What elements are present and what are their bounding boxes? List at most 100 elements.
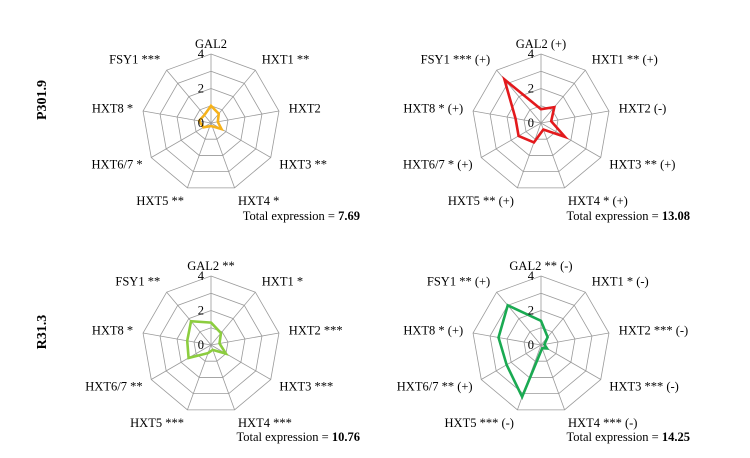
grid-ring xyxy=(159,70,263,173)
spoke xyxy=(481,122,542,158)
series-line xyxy=(197,103,224,132)
total-expression-prefix: Total expression = xyxy=(566,209,661,223)
axis-label: HXT5 ** xyxy=(136,194,184,208)
axis-label: GAL2 ** xyxy=(187,259,235,273)
spoke xyxy=(210,344,235,410)
total-expression-value: 7.69 xyxy=(338,209,360,223)
axis-label: HXT5 ** (+) xyxy=(448,194,514,208)
axis-label: HXT3 ** (+) xyxy=(609,158,675,172)
axis-label: HXT1 * xyxy=(262,274,303,288)
grid-ring xyxy=(193,327,229,362)
axis-label: HXT5 *** (-) xyxy=(445,416,514,430)
series-line xyxy=(502,75,570,145)
axis-label: GAL2 xyxy=(195,37,227,51)
grid-ring xyxy=(159,292,263,395)
spoke xyxy=(210,122,235,188)
axis-label: HXT1 ** (+) xyxy=(592,52,658,66)
tick-label: 0 xyxy=(198,338,204,352)
axis-label: HXT1 ** xyxy=(262,52,310,66)
grid-ring xyxy=(506,310,576,378)
tick-label: 0 xyxy=(528,338,534,352)
axis-label: GAL2 (+) xyxy=(516,37,566,51)
spoke xyxy=(540,344,565,410)
axis-label: HXT2 (-) xyxy=(619,102,667,116)
spoke xyxy=(540,122,565,188)
spoke xyxy=(210,332,280,346)
axis-label: FSY1 *** (+) xyxy=(421,52,491,66)
axis-label: FSY1 ** (+) xyxy=(427,274,490,288)
axis-label: HXT2 *** xyxy=(289,324,343,338)
total-expression-value: 13.08 xyxy=(662,209,690,223)
axis-label: HXT4 *** (-) xyxy=(568,416,637,430)
tick-label: 4 xyxy=(528,47,535,61)
tick-label: 0 xyxy=(198,116,204,130)
spoke xyxy=(187,122,212,188)
axis-label: HXT5 *** xyxy=(130,416,184,430)
spoke xyxy=(151,344,212,380)
total-expression: Total expression = 7.69 xyxy=(243,209,360,223)
total-expression-value: 14.25 xyxy=(662,430,690,444)
tick-label: 2 xyxy=(528,304,534,318)
total-expression: Total expression = 13.08 xyxy=(566,209,690,223)
tick-label: 2 xyxy=(198,82,204,96)
total-expression-prefix: Total expression = xyxy=(243,209,338,223)
axis-label: HXT6/7 ** (+) xyxy=(397,380,473,394)
total-expression: Total expression = 14.25 xyxy=(566,430,690,444)
axis-label: HXT4 * (+) xyxy=(568,194,628,208)
axis-label: HXT6/7 * (+) xyxy=(403,158,473,172)
grid-ring xyxy=(472,275,610,411)
spoke xyxy=(517,122,542,188)
tick-label: 4 xyxy=(198,269,205,283)
axis-label: HXT8 * xyxy=(92,324,133,338)
axis-label: HXT4 * xyxy=(238,194,279,208)
spoke xyxy=(151,122,212,158)
axis-label: HXT8 * (+) xyxy=(403,102,463,116)
axis-label: FSY1 ** xyxy=(115,274,160,288)
spoke xyxy=(472,332,542,346)
axis-label: FSY1 *** xyxy=(109,52,160,66)
tick-label: 2 xyxy=(528,82,534,96)
axis-label: HXT3 *** xyxy=(279,380,333,394)
spoke xyxy=(142,332,212,346)
spoke xyxy=(210,110,280,124)
axis-label: HXT6/7 * xyxy=(92,158,143,172)
tick-label: 2 xyxy=(198,304,204,318)
spoke xyxy=(166,291,212,346)
spoke xyxy=(540,69,586,124)
row-label-r31: R31.3 xyxy=(35,315,50,350)
axis-label: GAL2 ** (-) xyxy=(509,259,572,273)
total-expression-prefix: Total expression = xyxy=(566,430,661,444)
total-expression-value: 10.76 xyxy=(332,430,360,444)
spoke xyxy=(540,332,610,346)
axis-label: HXT6/7 ** xyxy=(85,380,142,394)
spoke xyxy=(210,291,256,346)
axis-label: HXT3 *** (-) xyxy=(609,380,678,394)
grid-ring xyxy=(489,70,593,173)
grid-ring xyxy=(523,105,559,140)
axis-label: HXT8 * (+) xyxy=(403,324,463,338)
axis-label: HXT3 ** xyxy=(279,158,327,172)
tick-label: 0 xyxy=(528,116,534,130)
series-line xyxy=(497,303,550,401)
grid-ring xyxy=(142,53,280,189)
grid-ring xyxy=(176,88,246,156)
grid-ring xyxy=(142,275,280,411)
axis-label: HXT4 *** xyxy=(238,416,292,430)
spoke xyxy=(472,110,542,124)
grid-ring xyxy=(472,53,610,189)
axis-label: HXT2 *** (-) xyxy=(619,324,688,338)
tick-label: 4 xyxy=(198,47,205,61)
spoke xyxy=(496,291,542,346)
series-line xyxy=(185,319,229,360)
spoke xyxy=(210,344,271,380)
spoke xyxy=(540,122,601,158)
axis-label: HXT1 * (-) xyxy=(592,274,649,288)
row-label-p301: P301.9 xyxy=(35,80,50,120)
total-expression: Total expression = 10.76 xyxy=(236,430,360,444)
tick-label: 4 xyxy=(528,269,535,283)
spoke xyxy=(187,344,212,410)
